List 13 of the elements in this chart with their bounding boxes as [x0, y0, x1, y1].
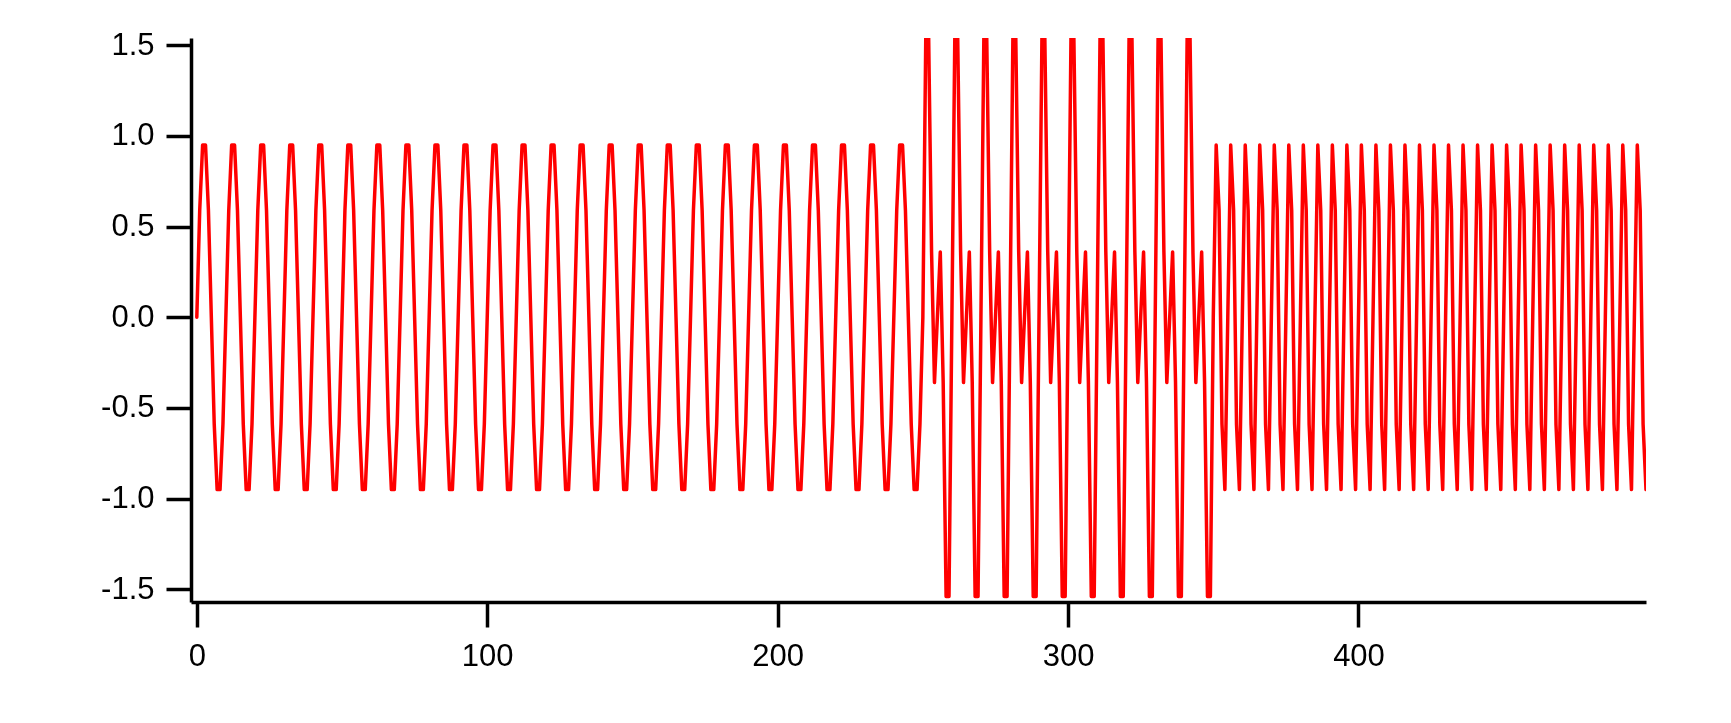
- x-tick-label: 400: [1333, 637, 1385, 673]
- line-series: [195, 38, 1646, 599]
- y-tick-label: 0.5: [111, 208, 155, 244]
- y-tick-label: 0.0: [111, 298, 155, 334]
- x-tick-label: 100: [461, 637, 514, 673]
- y-tick-label: -1.0: [101, 480, 155, 516]
- y-tick-label: 1.0: [111, 117, 155, 153]
- x-tick-label: 0: [188, 637, 206, 673]
- x-tick-label: 300: [1042, 637, 1095, 673]
- y-tick-label: -1.5: [101, 570, 155, 606]
- y-tick-label: -0.5: [101, 389, 155, 425]
- x-tick-label: 200: [752, 637, 805, 673]
- y-tick-label: 1.5: [111, 26, 155, 62]
